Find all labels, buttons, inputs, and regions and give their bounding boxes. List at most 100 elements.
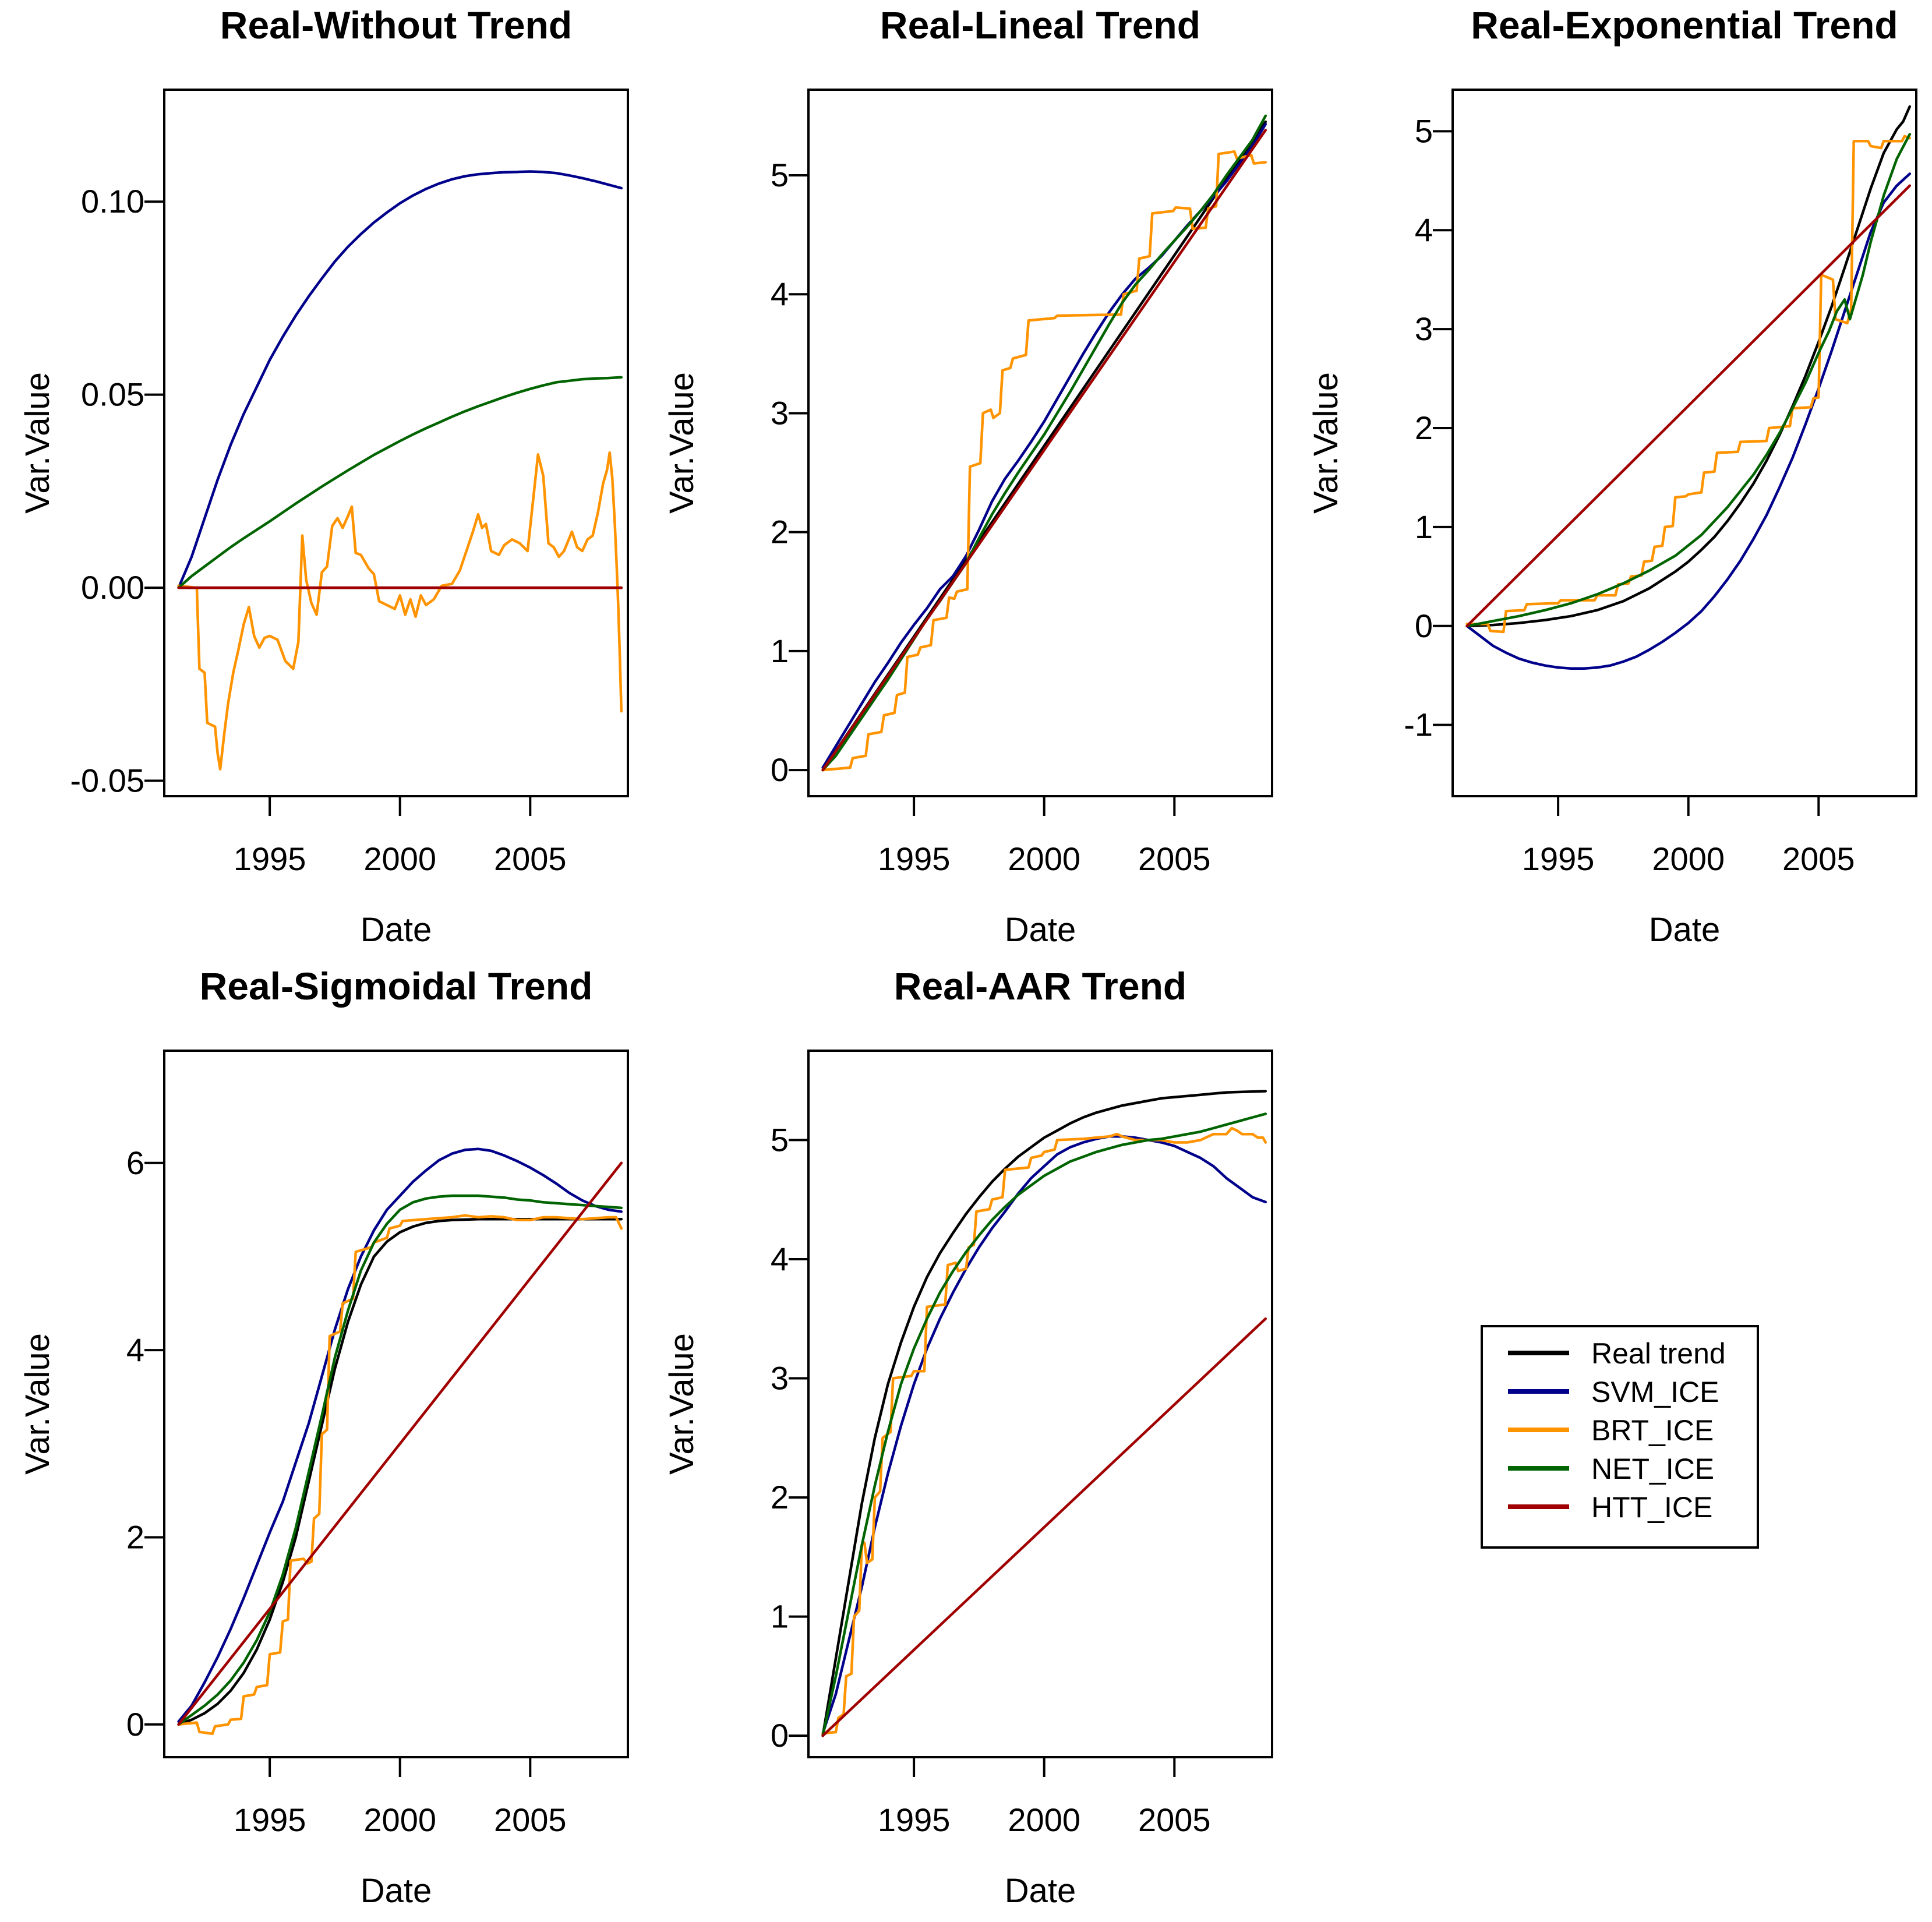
y-tick-label: -0.05 xyxy=(70,762,144,799)
panel-cell-real-lineal-trend: Real-Lineal Trend 1995 2000 2005 0 1 2 3 4 5 Date V… xyxy=(644,0,1288,961)
y-tick-label: 0 xyxy=(1415,607,1433,644)
x-axis-label: Date xyxy=(361,911,432,949)
legend-box xyxy=(1481,1325,1759,1549)
y-tick-label: 1 xyxy=(771,633,789,669)
series-svm xyxy=(177,170,623,589)
plot-box xyxy=(1451,89,1917,797)
y-tick-label: 0.10 xyxy=(81,183,144,220)
panel-cell-real-exponential-trend: Real-Exponential Trend 1995 2000 2005 -1 0 1 2 3… xyxy=(1288,0,1932,961)
plot-box xyxy=(163,1050,629,1758)
plot-box xyxy=(807,1050,1273,1758)
series-net xyxy=(1465,133,1912,628)
y-tick-label: 2 xyxy=(771,514,789,550)
series-htt xyxy=(177,1161,623,1726)
chart-panel-real-sigmoidal-trend: Real-Sigmoidal Trend 1995 2000 2005 0 2 4 6 Date… xyxy=(19,964,629,1910)
y-tick-label: 1 xyxy=(1415,508,1433,545)
chart-panel-real-aar-trend: Real-AAR Trend 1995 2000 2005 0 1 2 3 4 5 Date Var.… xyxy=(663,964,1273,1910)
series-real xyxy=(821,1090,1267,1737)
series-svm xyxy=(177,1147,623,1723)
series-real xyxy=(177,1217,623,1726)
y-axis-label: Var.Value xyxy=(1307,372,1345,514)
x-tick-label: 2005 xyxy=(494,1801,567,1838)
x-tick-label: 2000 xyxy=(1008,1801,1080,1838)
y-tick-label: 4 xyxy=(126,1331,144,1368)
y-tick-label: 0 xyxy=(771,1717,789,1754)
legend-label-htt: HTT_ICE xyxy=(1591,1491,1712,1524)
x-tick-label: 1995 xyxy=(1522,840,1595,877)
x-tick-label: 1995 xyxy=(878,1801,951,1838)
x-axis-label: Date xyxy=(1649,911,1721,949)
series-svm xyxy=(821,1135,1267,1735)
series-htt xyxy=(1465,184,1912,628)
y-axis-label: Var.Value xyxy=(19,1333,56,1475)
series-brt xyxy=(821,1126,1267,1735)
x-tick-label: 2005 xyxy=(1138,840,1211,877)
x-tick-label: 1995 xyxy=(234,840,306,877)
series-net xyxy=(821,1112,1267,1737)
y-tick-label: 4 xyxy=(1415,211,1433,248)
x-axis-label: Date xyxy=(1005,911,1076,949)
chart-panel-real-lineal-trend: Real-Lineal Trend 1995 2000 2005 0 1 2 3 4 5 Date V… xyxy=(663,3,1273,949)
legend-label-real: Real trend xyxy=(1591,1337,1726,1370)
x-axis-label: Date xyxy=(361,1872,432,1910)
panel-cell-real-without-trend: Real-Without Trend 1995 2000 2005 -0.05 0.00 0… xyxy=(0,0,644,961)
series-htt xyxy=(821,129,1267,772)
chart-title: Real-Sigmoidal Trend xyxy=(200,964,593,1008)
chart-panel-real-without-trend: Real-Without Trend 1995 2000 2005 -0.05 0.00 0… xyxy=(19,3,629,949)
y-tick-label: 3 xyxy=(771,1360,789,1397)
y-tick-label: 5 xyxy=(771,157,789,193)
y-axis-label: Var.Value xyxy=(663,1333,701,1475)
series-net xyxy=(177,1194,623,1726)
x-tick-label: 1995 xyxy=(878,840,951,877)
chart-title: Real-Without Trend xyxy=(220,3,572,47)
series-net xyxy=(177,376,623,589)
y-tick-label: 3 xyxy=(771,394,789,431)
plot-box xyxy=(163,89,629,797)
x-tick-label: 2000 xyxy=(1008,840,1080,877)
series-brt xyxy=(177,1214,623,1736)
y-tick-label: 3 xyxy=(1415,310,1433,347)
y-tick-label: 2 xyxy=(771,1479,789,1515)
chart-title: Real-Exponential Trend xyxy=(1471,3,1898,47)
legend-label-net: NET_ICE xyxy=(1591,1453,1714,1485)
x-tick-label: 2000 xyxy=(1652,840,1725,877)
y-tick-label: 0.00 xyxy=(81,569,144,606)
chart-title: Real-AAR Trend xyxy=(894,964,1186,1008)
x-tick-label: 2005 xyxy=(1782,840,1855,877)
x-axis-label: Date xyxy=(1005,1872,1076,1910)
legend-label-svm: SVM_ICE xyxy=(1591,1376,1719,1408)
y-axis-label: Var.Value xyxy=(19,372,56,514)
y-tick-label: 2 xyxy=(1415,409,1433,446)
legend-label-brt: BRT_ICE xyxy=(1591,1414,1714,1447)
y-tick-label: 4 xyxy=(771,275,789,312)
y-tick-label: 2 xyxy=(126,1518,144,1555)
series-real xyxy=(1465,105,1912,628)
y-tick-label: 1 xyxy=(771,1598,789,1635)
y-tick-label: 6 xyxy=(126,1144,144,1181)
x-tick-label: 2005 xyxy=(1138,1801,1211,1838)
y-axis-label: Var.Value xyxy=(663,372,701,514)
panel-cell-real-sigmoidal-trend: Real-Sigmoidal Trend 1995 2000 2005 0 2 4 6 Date… xyxy=(0,961,644,1922)
legend-cell: Real trend SVM_ICE BRT_ICE NET_ICE HTT_ICE xyxy=(1288,961,1932,1922)
chart-title: Real-Lineal Trend xyxy=(880,3,1200,47)
series-htt xyxy=(821,1317,1267,1737)
series-brt xyxy=(177,451,623,771)
series-brt xyxy=(1465,135,1912,634)
y-tick-label: 0 xyxy=(126,1706,144,1743)
chart-panel-real-exponential-trend: Real-Exponential Trend 1995 2000 2005 -1 0 1 2 3… xyxy=(1307,3,1917,949)
x-tick-label: 1995 xyxy=(234,1801,306,1838)
series-net xyxy=(821,114,1267,772)
y-tick-label: 5 xyxy=(1415,112,1433,149)
y-tick-label: 0 xyxy=(771,751,789,788)
y-tick-label: 4 xyxy=(771,1241,789,1277)
panel-cell-real-aar-trend: Real-AAR Trend 1995 2000 2005 0 1 2 3 4 5 Date Var.… xyxy=(644,961,1288,1922)
y-tick-label: 5 xyxy=(771,1121,789,1158)
chart-legend: Real trend SVM_ICE BRT_ICE NET_ICE HTT_ICE xyxy=(1481,1325,1759,1549)
series-svm xyxy=(1465,172,1912,670)
y-tick-label: -1 xyxy=(1404,706,1433,743)
plot-box xyxy=(807,89,1273,797)
y-tick-label: 0.05 xyxy=(81,376,144,413)
x-tick-label: 2000 xyxy=(363,1801,436,1838)
x-tick-label: 2000 xyxy=(363,840,436,877)
